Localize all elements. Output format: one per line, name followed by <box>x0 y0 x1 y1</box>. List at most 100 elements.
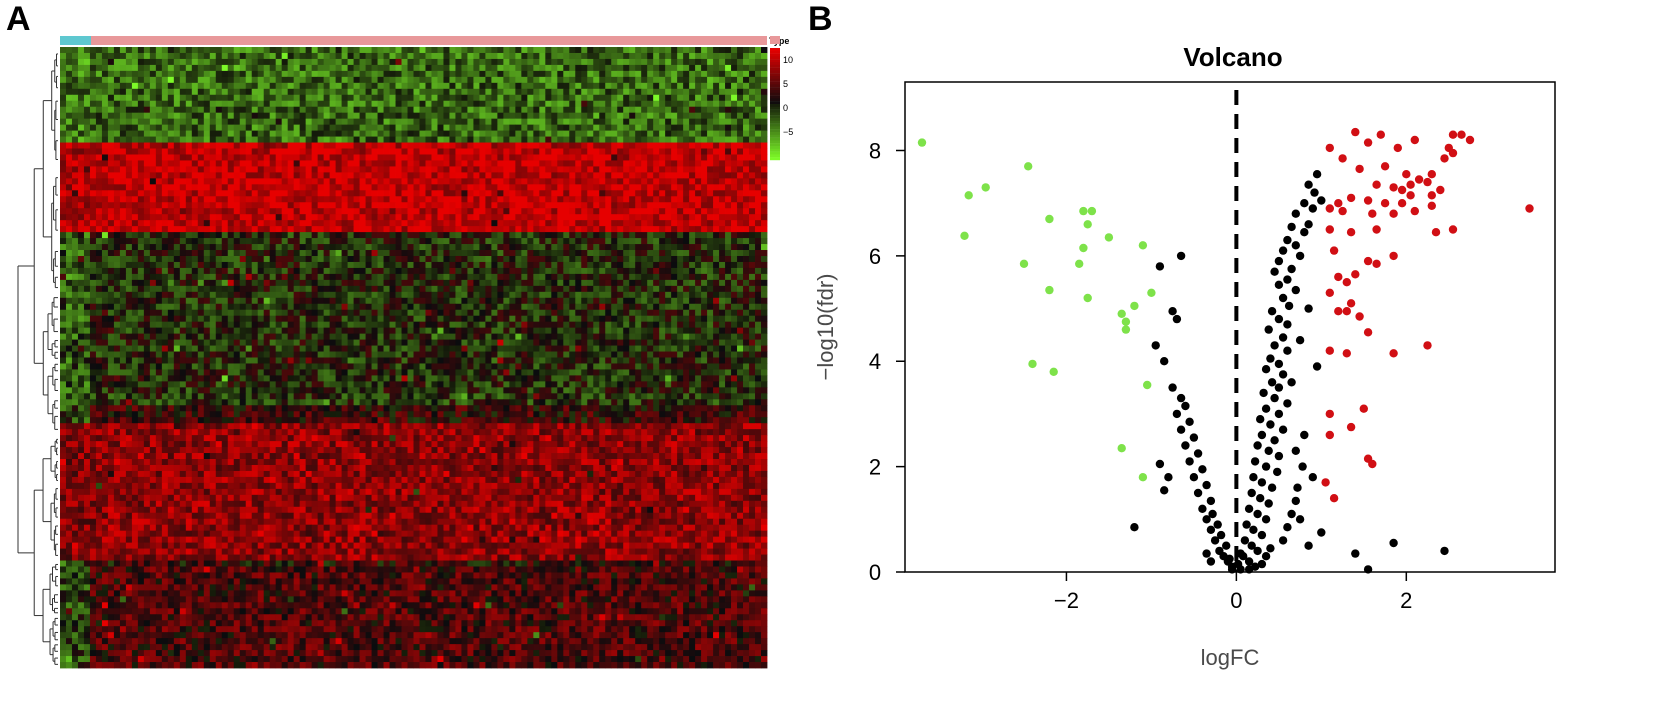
heatmap-cell <box>366 250 372 256</box>
heatmap-cell <box>162 208 168 214</box>
heatmap-cell <box>539 286 545 292</box>
heatmap-cell <box>683 226 689 232</box>
heatmap-cell <box>449 196 455 202</box>
heatmap-cell <box>168 238 174 244</box>
heatmap-cell <box>318 172 324 178</box>
heatmap-cell <box>342 244 348 250</box>
heatmap-cell <box>126 71 132 77</box>
heatmap-cell <box>378 256 384 262</box>
heatmap-cell <box>168 280 174 286</box>
heatmap-cell <box>192 286 198 292</box>
heatmap-cell <box>695 244 701 250</box>
heatmap-cell <box>581 119 587 125</box>
heatmap-cell <box>449 286 455 292</box>
heatmap-cell <box>84 244 90 250</box>
heatmap-cell <box>258 226 264 232</box>
heatmap-cell <box>336 53 342 59</box>
heatmap-cell <box>240 47 246 53</box>
heatmap-cell <box>66 214 72 220</box>
heatmap-cell <box>587 160 593 166</box>
heatmap-cell <box>84 166 90 172</box>
heatmap-cell <box>252 166 258 172</box>
heatmap-cell <box>527 113 533 119</box>
heatmap-cell <box>497 256 503 262</box>
heatmap-cell <box>210 214 216 220</box>
heatmap-cell <box>515 262 521 268</box>
heatmap-cell <box>425 77 431 83</box>
heatmap-cell <box>677 208 683 214</box>
heatmap-cell <box>479 232 485 238</box>
heatmap-cell <box>252 286 258 292</box>
heatmap-cell <box>342 250 348 256</box>
heatmap-cell <box>629 166 635 172</box>
heatmap-cell <box>617 208 623 214</box>
heatmap-cell <box>72 154 78 160</box>
heatmap-cell <box>677 47 683 53</box>
heatmap-cell <box>539 262 545 268</box>
heatmap-cell <box>611 238 617 244</box>
heatmap-cell <box>120 268 126 274</box>
heatmap-cell <box>60 250 66 256</box>
heatmap-cell <box>521 53 527 59</box>
heatmap-cell <box>300 113 306 119</box>
heatmap-cell <box>713 77 719 83</box>
heatmap-cell <box>461 274 467 280</box>
heatmap-cell <box>252 119 258 125</box>
heatmap-cell <box>222 256 228 262</box>
heatmap-cell <box>348 83 354 89</box>
heatmap-cell <box>521 71 527 77</box>
heatmap-cell <box>641 274 647 280</box>
heatmap-cell <box>725 160 731 166</box>
heatmap-cell <box>168 244 174 250</box>
heatmap-cell <box>186 131 192 137</box>
heatmap-cell <box>671 71 677 77</box>
heatmap-cell <box>372 113 378 119</box>
heatmap-cell <box>348 262 354 268</box>
heatmap-cell <box>126 125 132 131</box>
heatmap-cell <box>330 65 336 71</box>
heatmap-cell <box>288 47 294 53</box>
heatmap-cell <box>683 143 689 149</box>
heatmap-cell <box>449 95 455 101</box>
heatmap-cell <box>180 125 186 131</box>
heatmap-cell <box>414 280 420 286</box>
heatmap-cell <box>725 196 731 202</box>
heatmap-cell <box>372 65 378 71</box>
heatmap-cell <box>90 107 96 113</box>
heatmap-cell <box>300 238 306 244</box>
heatmap-cell <box>467 262 473 268</box>
heatmap-cell <box>575 244 581 250</box>
heatmap-cell <box>408 47 414 53</box>
heatmap-cell <box>725 131 731 137</box>
heatmap-cell <box>180 53 186 59</box>
heatmap-cell <box>132 238 138 244</box>
heatmap-cell <box>120 149 126 155</box>
heatmap-cell <box>563 95 569 101</box>
heatmap-cell <box>132 95 138 101</box>
heatmap-cell <box>695 160 701 166</box>
heatmap-cell <box>144 47 150 53</box>
heatmap-cell <box>695 125 701 131</box>
heatmap-cell <box>737 77 743 83</box>
heatmap-cell <box>294 262 300 268</box>
heatmap-cell <box>617 256 623 262</box>
heatmap-cell <box>665 220 671 226</box>
heatmap-cell <box>138 286 144 292</box>
heatmap-cell <box>617 202 623 208</box>
heatmap-cell <box>419 214 425 220</box>
heatmap-cell <box>396 131 402 137</box>
heatmap-cell <box>695 107 701 113</box>
heatmap-cell <box>264 220 270 226</box>
heatmap-cell <box>378 71 384 77</box>
heatmap-cell <box>258 256 264 262</box>
heatmap-cell <box>366 232 372 238</box>
heatmap-cell <box>419 184 425 190</box>
heatmap-cell <box>270 286 276 292</box>
heatmap-cell <box>575 178 581 184</box>
heatmap-cell <box>414 71 420 77</box>
type-bar-group2 <box>91 36 767 45</box>
heatmap-cell <box>66 178 72 184</box>
heatmap-cell <box>312 77 318 83</box>
heatmap-cell <box>360 196 366 202</box>
heatmap-cell <box>186 95 192 101</box>
